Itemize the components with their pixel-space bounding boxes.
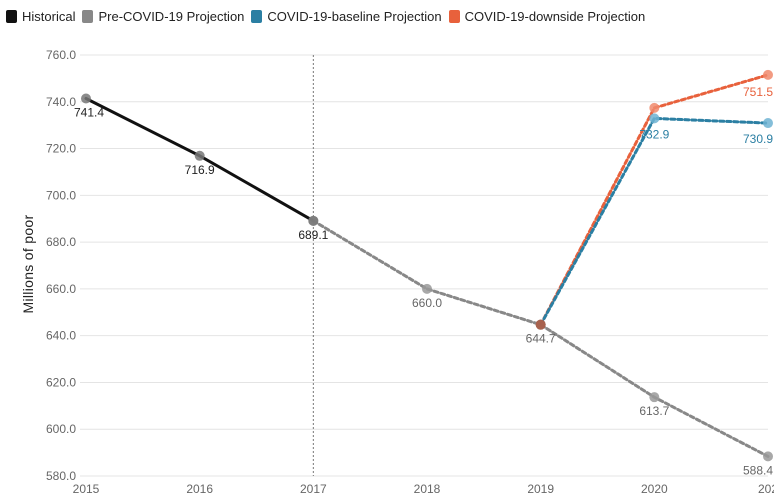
y-tick-label: 640.0	[46, 329, 76, 343]
x-tick-label: 2020	[641, 482, 668, 496]
data-point	[763, 118, 773, 129]
data-label: 716.9	[185, 163, 215, 177]
y-tick-label: 580.0	[46, 469, 76, 483]
data-point	[194, 150, 205, 161]
legend: Historical Pre-COVID-19 Projection COVID…	[6, 9, 652, 24]
x-tick-label: 2017	[300, 482, 327, 496]
data-point	[649, 113, 660, 124]
data-label: 741.4	[74, 106, 104, 120]
y-tick-label: 740.0	[46, 95, 76, 109]
y-tick-label: 700.0	[46, 188, 76, 202]
x-tick-label: 202	[758, 482, 774, 496]
data-point	[81, 93, 91, 104]
legend-swatch	[448, 10, 460, 23]
y-tick-label: 600.0	[46, 422, 76, 436]
y-axis-title: Millions of poor	[20, 214, 36, 314]
data-point	[649, 392, 660, 403]
data-point	[535, 319, 546, 330]
legend-label: Pre-COVID-19 Projection	[98, 9, 245, 24]
legend-swatch	[82, 10, 94, 23]
data-point	[763, 69, 773, 80]
data-label: 613.7	[639, 404, 669, 418]
data-point	[763, 451, 773, 462]
data-label: 732.9	[639, 127, 669, 141]
y-tick-label: 620.0	[46, 375, 76, 389]
legend-item-pre-covid[interactable]: Pre-COVID-19 Projection	[82, 9, 244, 24]
series-line	[539, 116, 770, 327]
legend-swatch	[6, 10, 17, 23]
data-point	[649, 102, 660, 113]
data-label: 660.0	[412, 296, 442, 310]
x-tick-label: 2019	[527, 482, 554, 496]
data-points	[81, 69, 773, 462]
y-tick-label: 760.0	[46, 48, 76, 62]
axes: 580.0 600.0 620.0 640.0 660.0 680.0 700.0 720.0…	[46, 48, 774, 496]
data-label: 730.9	[743, 132, 773, 146]
data-labels: 741.4 716.9 689.1 660.0 644.7 613.7 588.4 732.9…	[74, 85, 773, 477]
legend-item-historical[interactable]: Historical	[6, 9, 75, 24]
data-point	[308, 215, 319, 226]
y-tick-label: 680.0	[46, 235, 76, 249]
legend-item-covid-baseline[interactable]: COVID-19-baseline Projection	[251, 9, 442, 24]
legend-label: COVID-19-baseline Projection	[267, 9, 442, 24]
legend-swatch	[251, 10, 263, 23]
data-label: 751.5	[743, 85, 773, 99]
y-tick-label: 720.0	[46, 142, 76, 156]
data-point	[422, 283, 432, 294]
legend-label: COVID-19-downside Projection	[464, 9, 646, 24]
data-label: 588.4	[743, 463, 773, 477]
legend-item-covid-downside[interactable]: COVID-19-downside Projection	[448, 9, 646, 24]
data-label: 644.7	[526, 332, 556, 346]
x-tick-label: 2015	[73, 482, 100, 496]
legend-label: Historical	[22, 9, 76, 24]
y-tick-label: 660.0	[46, 282, 76, 296]
data-label: 689.1	[298, 228, 328, 242]
x-tick-label: 2016	[186, 482, 213, 496]
x-tick-label: 2018	[414, 482, 441, 496]
